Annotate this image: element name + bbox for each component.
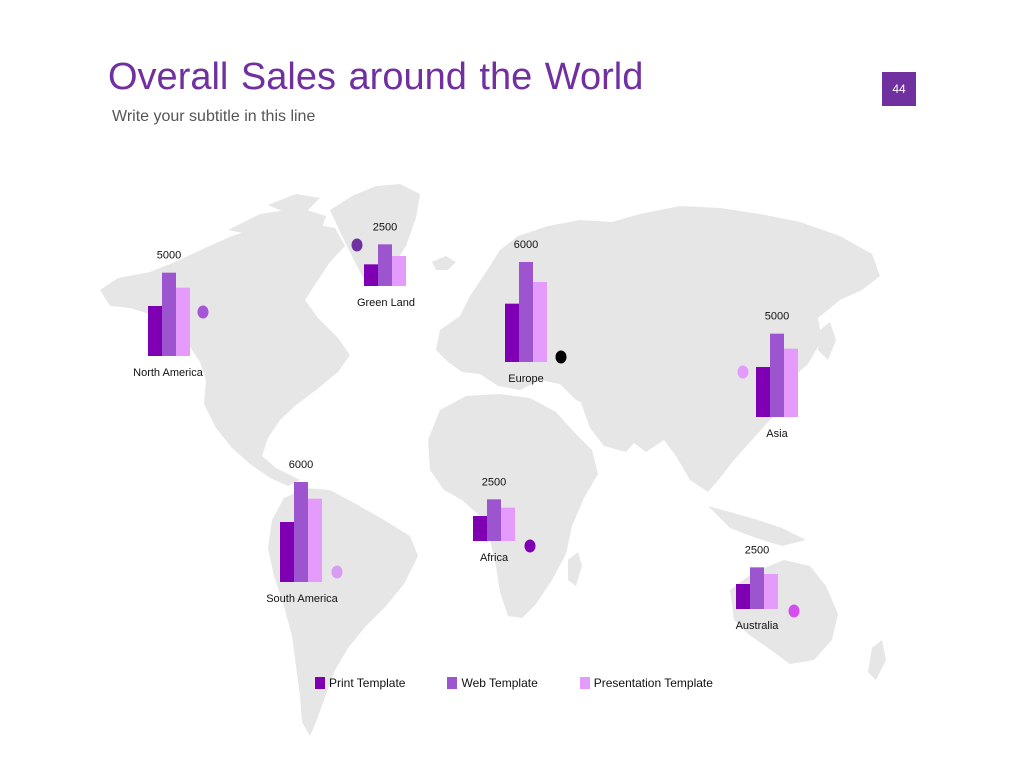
region-group-europe: 6000 Europe <box>505 239 567 385</box>
bar-asia-print-template <box>756 367 770 417</box>
region-group-australia: 2500 Australia <box>736 544 800 632</box>
legend-label-web: Web Template <box>461 676 538 690</box>
bar-north-america-print-template <box>148 306 162 356</box>
location-dot-asia <box>737 365 749 379</box>
bar-asia-presentation-template <box>784 348 798 417</box>
region-label-north-america: North America <box>133 367 204 379</box>
location-dot-europe <box>555 350 567 364</box>
bar-australia-presentation-template <box>764 574 778 609</box>
legend-swatch-print <box>315 677 325 689</box>
legend-item-presentation: Presentation Template <box>579 676 713 690</box>
bars-layer: 5000 North America 2500 Green Land 6000 Europ… <box>133 221 800 632</box>
legend-label-print: Print Template <box>329 676 406 690</box>
bar-asia-web-template <box>770 333 784 417</box>
chart-legend: Print Template Web Template Presentation… <box>315 676 713 690</box>
bar-green-land-presentation-template <box>392 256 406 286</box>
data-label-australia: 2500 <box>745 544 769 556</box>
region-group-north-america: 5000 North America <box>133 250 209 379</box>
region-group-south-america: 6000 South America <box>266 459 343 605</box>
region-label-green-land: Green Land <box>357 297 415 309</box>
legend-item-web: Web Template <box>447 676 538 690</box>
bar-australia-print-template <box>736 584 750 609</box>
region-label-australia: Australia <box>736 620 780 632</box>
location-dot-south-america <box>331 565 343 579</box>
bar-green-land-print-template <box>364 264 378 286</box>
bar-south-america-print-template <box>280 522 294 582</box>
data-label-north-america: 5000 <box>157 250 181 262</box>
bar-africa-web-template <box>487 499 501 541</box>
legend-item-print: Print Template <box>315 676 405 690</box>
region-label-africa: Africa <box>480 552 509 564</box>
region-group-asia: 5000 Asia <box>737 311 798 440</box>
bar-south-america-web-template <box>294 482 308 582</box>
location-dot-africa <box>524 539 536 553</box>
world-map-icon <box>100 184 886 736</box>
bar-europe-presentation-template <box>533 282 547 362</box>
bar-south-america-presentation-template <box>308 498 322 582</box>
bar-europe-print-template <box>505 303 519 362</box>
location-dot-north-america <box>197 305 209 319</box>
slide-title: Overall Sales around the World <box>108 56 644 98</box>
page-number-badge: 44 <box>882 72 916 106</box>
legend-swatch-web <box>447 677 458 689</box>
bar-north-america-presentation-template <box>176 287 190 356</box>
data-label-south-america: 6000 <box>289 459 313 471</box>
region-group-green-land: 2500 Green Land <box>351 221 415 309</box>
region-label-asia: Asia <box>766 428 788 440</box>
bar-australia-web-template <box>750 567 764 609</box>
data-label-africa: 2500 <box>482 476 506 488</box>
bar-africa-presentation-template <box>501 507 515 541</box>
data-label-green-land: 2500 <box>373 221 397 233</box>
region-label-south-america: South America <box>266 593 338 605</box>
legend-label-presentation: Presentation Template <box>593 676 713 690</box>
bar-north-america-web-template <box>162 272 176 356</box>
region-label-europe: Europe <box>508 373 543 385</box>
data-label-europe: 6000 <box>514 239 538 251</box>
location-dot-australia <box>788 604 800 618</box>
legend-swatch-presentation <box>579 677 590 689</box>
bar-africa-print-template <box>473 516 487 541</box>
slide-subtitle: Write your subtitle in this line <box>112 108 316 125</box>
data-label-asia: 5000 <box>765 311 789 323</box>
bar-europe-web-template <box>519 262 533 362</box>
region-group-africa: 2500 Africa <box>473 476 536 564</box>
location-dot-green-land <box>351 238 363 252</box>
bar-green-land-web-template <box>378 244 392 286</box>
